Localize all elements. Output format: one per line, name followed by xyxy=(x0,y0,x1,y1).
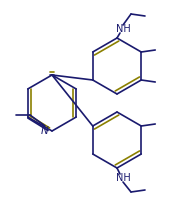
Text: N: N xyxy=(41,126,49,136)
Text: NH: NH xyxy=(116,173,130,183)
Text: NH: NH xyxy=(116,24,130,34)
